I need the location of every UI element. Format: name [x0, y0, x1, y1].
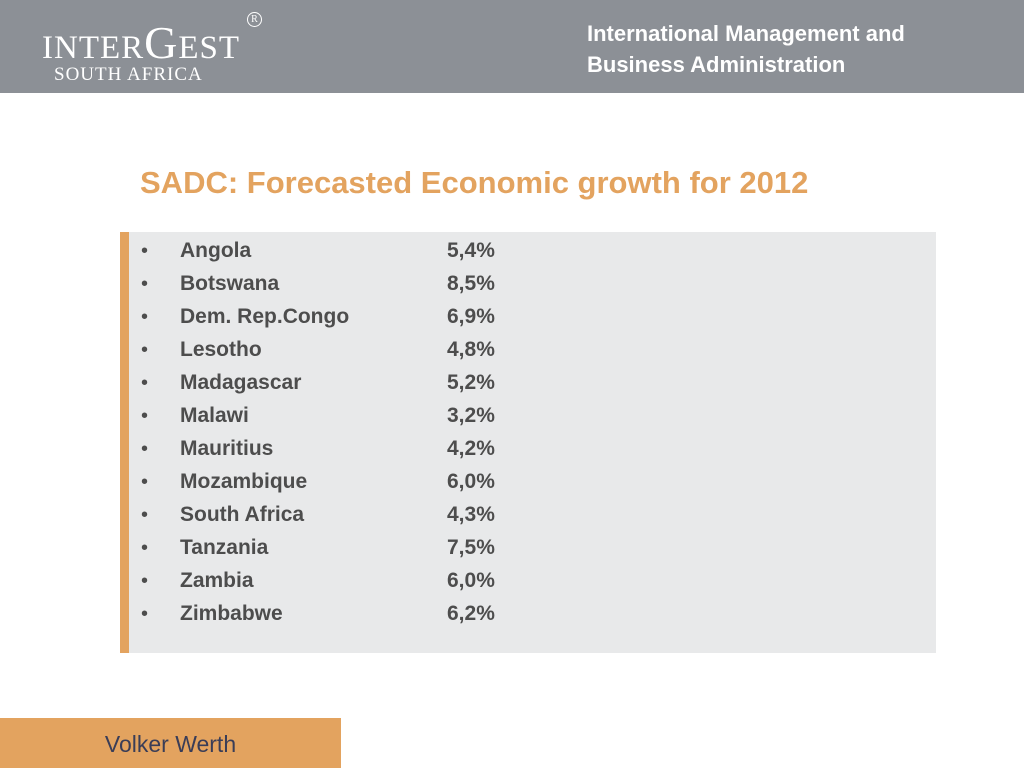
- header-title-line1: International Management and: [587, 21, 905, 46]
- bullet-icon: •: [141, 471, 149, 493]
- growth-rate: 4,3%: [447, 503, 495, 526]
- author-name: Volker Werth: [104, 731, 237, 757]
- list-item: • South Africa 4,3%: [120, 503, 820, 536]
- growth-list: • Angola 5,4% • Botswana 8,5% • Dem. Rep.Congo 6…: [120, 239, 820, 635]
- logo-wordmark: INTERGEST: [42, 17, 241, 68]
- growth-rate: 5,4%: [447, 239, 495, 262]
- bullet-icon: •: [141, 339, 149, 361]
- bullet-icon: •: [141, 570, 149, 592]
- country-name: Botswana: [180, 272, 280, 295]
- growth-rate: 4,2%: [447, 437, 495, 460]
- bullet-icon: •: [141, 306, 149, 328]
- growth-rate: 8,5%: [447, 272, 495, 295]
- header-title-line2: Business Administration: [587, 52, 846, 77]
- growth-rate: 4,8%: [447, 338, 495, 361]
- country-name: Zimbabwe: [180, 602, 283, 625]
- list-item: • Zambia 6,0%: [120, 569, 820, 602]
- list-item: • Tanzania 7,5%: [120, 536, 820, 569]
- country-name: Dem. Rep.Congo: [180, 305, 350, 328]
- logo-subtitle: SOUTH AFRICA: [54, 64, 203, 85]
- bullet-icon: •: [141, 603, 149, 625]
- growth-rate: 3,2%: [447, 404, 495, 427]
- bullet-icon: •: [141, 438, 149, 460]
- list-item: • Lesotho 4,8%: [120, 338, 820, 371]
- accent-bar: [120, 232, 129, 653]
- content-panel: • Angola 5,4% • Botswana 8,5% • Dem. Rep.Congo 6…: [120, 232, 936, 653]
- country-name: Mozambique: [180, 470, 308, 493]
- bullet-icon: •: [141, 372, 149, 394]
- country-name: Lesotho: [180, 338, 262, 361]
- bullet-icon: •: [141, 273, 149, 295]
- bullet-icon: •: [141, 240, 149, 262]
- growth-rate: 6,0%: [447, 470, 495, 493]
- growth-rate: 7,5%: [447, 536, 495, 559]
- country-name: Tanzania: [180, 536, 269, 559]
- registered-mark: R: [247, 12, 262, 27]
- intergest-logo: INTERGEST R SOUTH AFRICA: [40, 8, 270, 88]
- list-item: • Dem. Rep.Congo 6,9%: [120, 305, 820, 338]
- country-name: Madagascar: [180, 371, 302, 394]
- list-item: • Angola 5,4%: [120, 239, 820, 272]
- list-item: • Mauritius 4,2%: [120, 437, 820, 470]
- list-item: • Zimbabwe 6,2%: [120, 602, 820, 635]
- growth-rate: 6,9%: [447, 305, 495, 328]
- bullet-icon: •: [141, 537, 149, 559]
- list-item: • Mozambique 6,0%: [120, 470, 820, 503]
- list-item: • Malawi 3,2%: [120, 404, 820, 437]
- country-name: South Africa: [180, 503, 305, 526]
- slide-title: SADC: Forecasted Economic growth for 201…: [140, 165, 809, 200]
- list-item: • Botswana 8,5%: [120, 272, 820, 305]
- bullet-icon: •: [141, 405, 149, 427]
- list-item: • Madagascar 5,2%: [120, 371, 820, 404]
- growth-rate: 6,2%: [447, 602, 495, 625]
- header-title: International Management and Business Ad…: [587, 18, 1007, 80]
- country-name: Angola: [180, 239, 252, 262]
- country-name: Mauritius: [180, 437, 274, 460]
- footer-bar: Volker Werth: [0, 718, 341, 768]
- country-name: Malawi: [180, 404, 249, 427]
- growth-rate: 6,0%: [447, 569, 495, 592]
- country-name: Zambia: [180, 569, 254, 592]
- header-bar: INTERGEST R SOUTH AFRICA International M…: [0, 0, 1024, 93]
- bullet-icon: •: [141, 504, 149, 526]
- growth-rate: 5,2%: [447, 371, 495, 394]
